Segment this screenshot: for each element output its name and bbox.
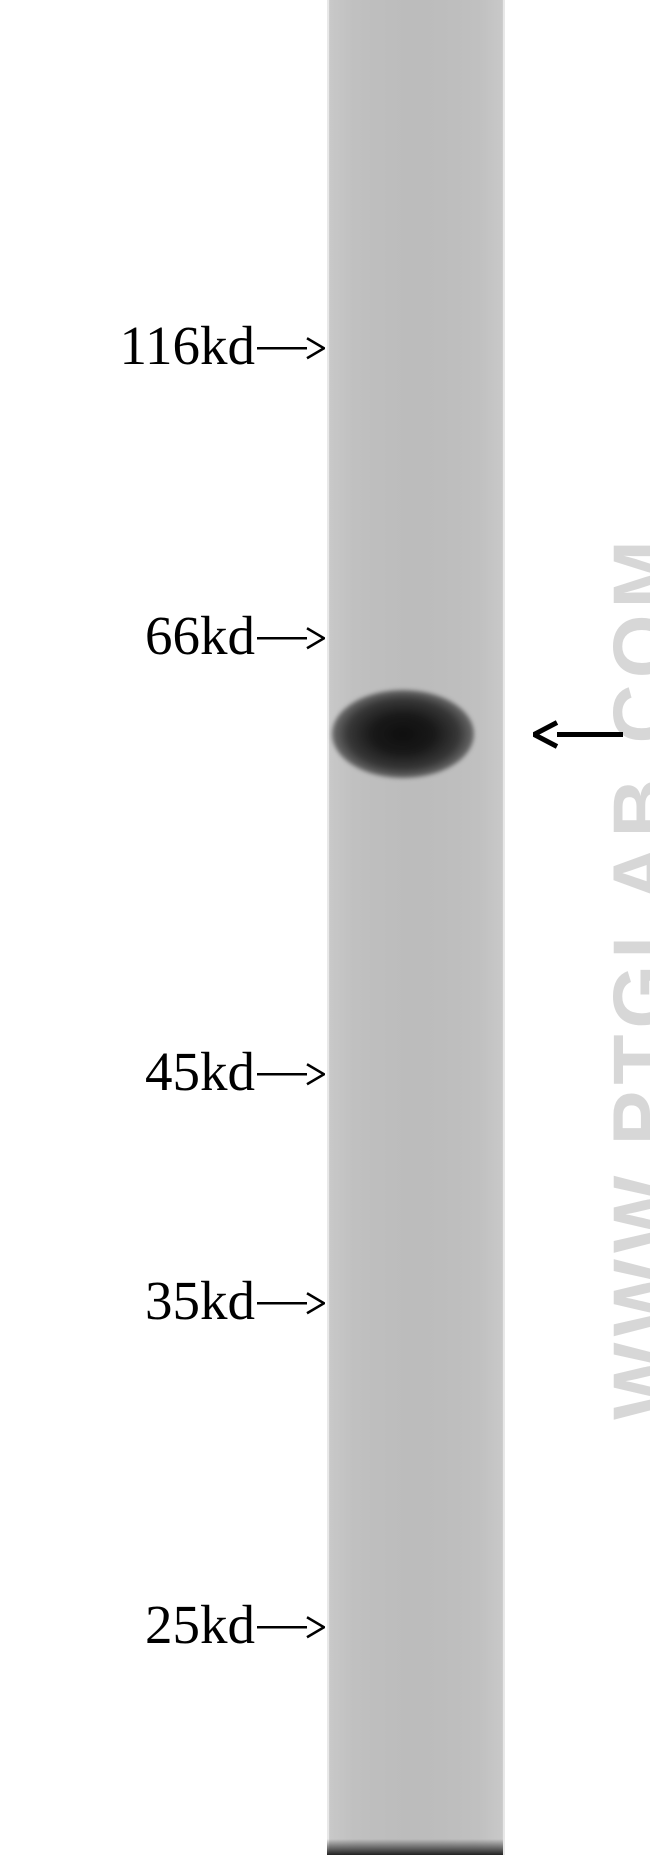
mw-marker-arrow-icon (257, 1061, 325, 1093)
mw-marker-arrow-icon (257, 625, 325, 657)
mw-marker-label: 45kd (145, 1040, 255, 1103)
mw-marker-label: 25kd (145, 1593, 255, 1656)
mw-marker-arrow-icon (257, 1290, 325, 1322)
watermark-text: WWW.PTGLAB.COM (596, 534, 650, 1420)
band-pointer-arrow-icon (533, 718, 623, 756)
western-blot-figure: WWW.PTGLAB.COM 116kd 66kd 45kd 35kd 25kd (0, 0, 650, 1855)
mw-marker-label: 66kd (145, 604, 255, 667)
protein-band (332, 690, 474, 778)
mw-marker-arrow-icon (257, 335, 325, 367)
lane-bottom-edge (327, 1839, 505, 1855)
blot-lane (327, 0, 505, 1855)
mw-marker-label: 35kd (145, 1269, 255, 1332)
mw-marker-label: 116kd (120, 314, 255, 377)
mw-marker-arrow-icon (257, 1614, 325, 1646)
